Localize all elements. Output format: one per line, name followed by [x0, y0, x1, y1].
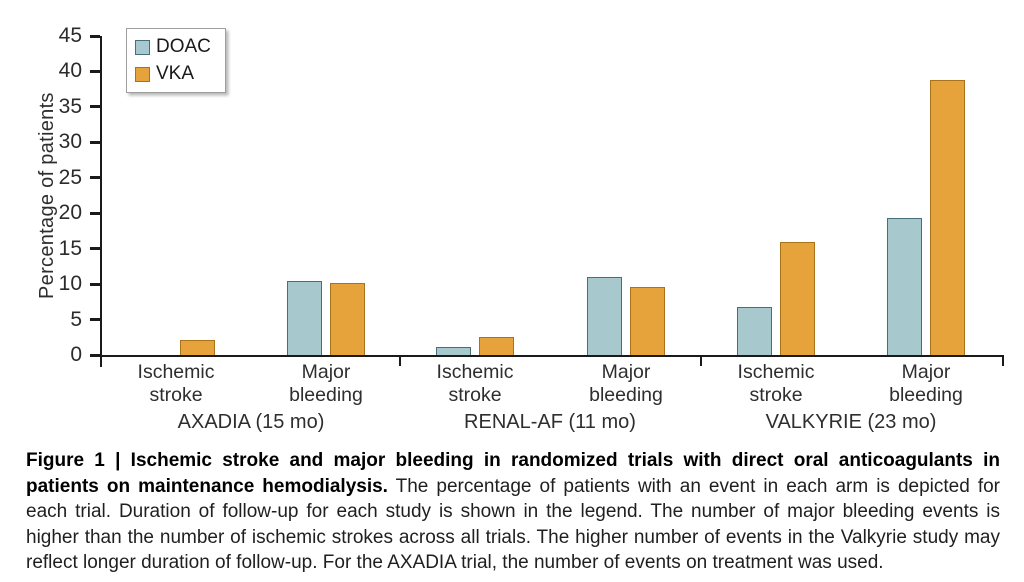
y-tick-label: 40	[58, 59, 82, 83]
group-separator-tick	[1001, 355, 1004, 366]
y-tick-mark	[90, 34, 100, 38]
category-label: Ischemic stroke	[137, 361, 215, 406]
group-label: AXADIA (15 mo)	[177, 411, 325, 433]
legend-item-doac: DOAC	[135, 36, 211, 58]
y-tick-mark	[90, 176, 100, 180]
plot-area: DOAC VKA 0 5 10 15 20 25 30 35 40 45 Ischemic strok…	[59, 24, 1004, 433]
bar-chart: Percentage of patients DOAC VKA 0 5 10 15 20 2…	[36, 24, 1004, 433]
group-label: RENAL-AF (11 mo)	[464, 411, 636, 433]
legend-swatch-doac	[135, 39, 150, 55]
y-tick-mark	[90, 247, 100, 251]
y-tick-mark	[90, 318, 100, 322]
bar-doac-4	[587, 277, 622, 355]
bar-vka-3	[479, 336, 514, 355]
bar-doac-2	[287, 280, 322, 355]
y-tick-label: 10	[58, 272, 82, 296]
y-tick-label: 25	[58, 165, 82, 189]
category-label: Major bleeding	[289, 361, 363, 406]
y-tick-mark	[90, 69, 100, 73]
y-tick-mark	[90, 353, 100, 357]
figure-caption: Figure 1 | Ischemic stroke and major ble…	[26, 448, 1000, 576]
group-separator-tick	[699, 355, 702, 366]
y-tick-mark	[90, 105, 100, 109]
y-tick-mark	[90, 282, 100, 286]
group-label: VALKYRIE (23 mo)	[765, 411, 937, 433]
bar-doac-3	[436, 347, 471, 355]
legend-swatch-vka	[135, 66, 150, 82]
category-label: Major bleeding	[589, 361, 663, 406]
x-axis-line	[100, 355, 1003, 357]
category-label: Ischemic stroke	[737, 361, 815, 406]
legend-item-vka: VKA	[135, 63, 211, 85]
y-tick-mark	[90, 211, 100, 215]
bar-vka-4	[630, 286, 665, 355]
group-separator-tick	[398, 355, 401, 366]
category-label: Ischemic stroke	[436, 361, 514, 406]
y-tick-label: 20	[58, 201, 82, 225]
y-tick-label: 30	[58, 130, 82, 154]
category-label: Major bleeding	[889, 361, 963, 406]
bar-doac-6	[887, 218, 922, 355]
legend-label: VKA	[156, 63, 195, 84]
legend: DOAC VKA	[126, 28, 226, 93]
y-tick-label: 15	[58, 236, 82, 260]
caption-bold-title: Ischemic stroke and major bleeding in ra…	[26, 450, 1001, 497]
y-tick-label: 35	[58, 94, 82, 118]
y-axis-line	[100, 36, 102, 367]
legend-label: DOAC	[156, 36, 211, 57]
y-tick-label: 5	[70, 307, 82, 331]
y-tick-label: 0	[70, 343, 82, 366]
caption-figure-label: Figure 1 |	[26, 450, 131, 471]
bar-vka-6	[930, 79, 965, 355]
y-tick-mark	[90, 140, 100, 144]
bar-vka-2	[330, 282, 365, 355]
y-tick-label: 45	[58, 24, 82, 47]
caption-body: The percentage of patients with an event…	[26, 475, 1000, 574]
bar-doac-5	[737, 306, 772, 355]
bar-vka-1	[180, 340, 215, 355]
bar-vka-5	[780, 242, 815, 355]
